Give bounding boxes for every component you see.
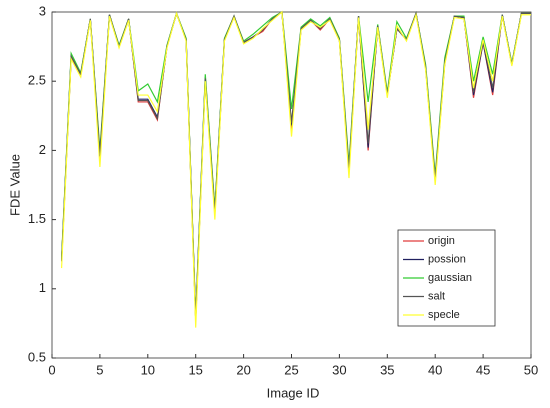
y-tick-label: 2 — [39, 142, 46, 157]
x-tick-label: 35 — [380, 362, 394, 377]
series-line — [60, 10, 531, 328]
y-tick-label: 0.5 — [28, 349, 46, 364]
x-axis-label: Image ID — [267, 385, 320, 400]
x-tick-label: 50 — [524, 362, 538, 377]
y-tick-label: 1 — [39, 280, 46, 295]
y-tick-label: 3 — [39, 3, 46, 18]
x-tick-label: 10 — [141, 362, 155, 377]
x-tick-label: 20 — [236, 362, 250, 377]
y-tick-label: 2.5 — [28, 73, 46, 88]
legend-label: specle — [428, 309, 460, 321]
y-axis-label: FDE Value — [7, 154, 22, 216]
legend-label: possion — [428, 253, 466, 265]
legend-label: origin — [428, 235, 455, 247]
x-tick-label: 5 — [96, 362, 103, 377]
x-tick-label: 45 — [476, 362, 490, 377]
legend-label: salt — [428, 290, 445, 302]
x-tick-label: 40 — [428, 362, 442, 377]
legend-label: gaussian — [428, 272, 472, 284]
y-tick-label: 1.5 — [28, 211, 46, 226]
x-tick-label: 0 — [48, 362, 55, 377]
x-tick-label: 30 — [332, 362, 346, 377]
legend: origin possion gaussian salt specle — [397, 229, 496, 327]
x-tick-label: 25 — [284, 362, 298, 377]
x-tick-label: 15 — [188, 362, 202, 377]
